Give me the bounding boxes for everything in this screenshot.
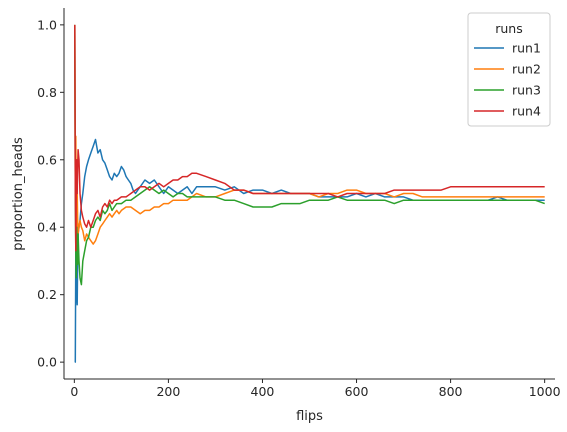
legend-frame <box>467 12 551 127</box>
legend-label-run3: run3 <box>512 83 541 98</box>
legend-items: run1 run2 run3 run4 <box>474 41 541 119</box>
y-tick-label: 0.2 <box>37 287 57 302</box>
x-axis-label: flips <box>296 409 323 424</box>
x-tick-label: 1000 <box>529 384 561 399</box>
legend-label-run4: run4 <box>512 104 541 119</box>
legend-label-run2: run2 <box>512 62 541 77</box>
y-axis-label: proportion_heads <box>11 137 26 251</box>
x-tick-label: 0 <box>70 384 78 399</box>
y-tick-label: 1.0 <box>37 17 57 32</box>
x-tick-label: 400 <box>251 384 275 399</box>
legend-title: runs <box>495 21 523 36</box>
y-tick-label: 0.4 <box>37 220 57 235</box>
series-line-run3 <box>74 24 545 286</box>
legend-label-run1: run1 <box>512 41 541 56</box>
y-tick-label: 0.0 <box>37 355 57 370</box>
x-tick-label: 200 <box>156 384 180 399</box>
axes: 0 200 400 600 800 1000 0.0 0.2 0.4 0.6 0.8 1.0 <box>37 8 561 399</box>
x-tick-label: 800 <box>439 384 463 399</box>
series-layer <box>74 24 545 363</box>
series-line-run2 <box>74 24 545 245</box>
y-tick-label: 0.8 <box>37 85 57 100</box>
x-tick-label: 600 <box>345 384 369 399</box>
legend: runs run1 run2 run3 run4 <box>467 12 551 127</box>
series-line-run1 <box>74 138 545 363</box>
series-line-run4 <box>74 24 545 252</box>
y-tick-label: 0.6 <box>37 152 57 167</box>
